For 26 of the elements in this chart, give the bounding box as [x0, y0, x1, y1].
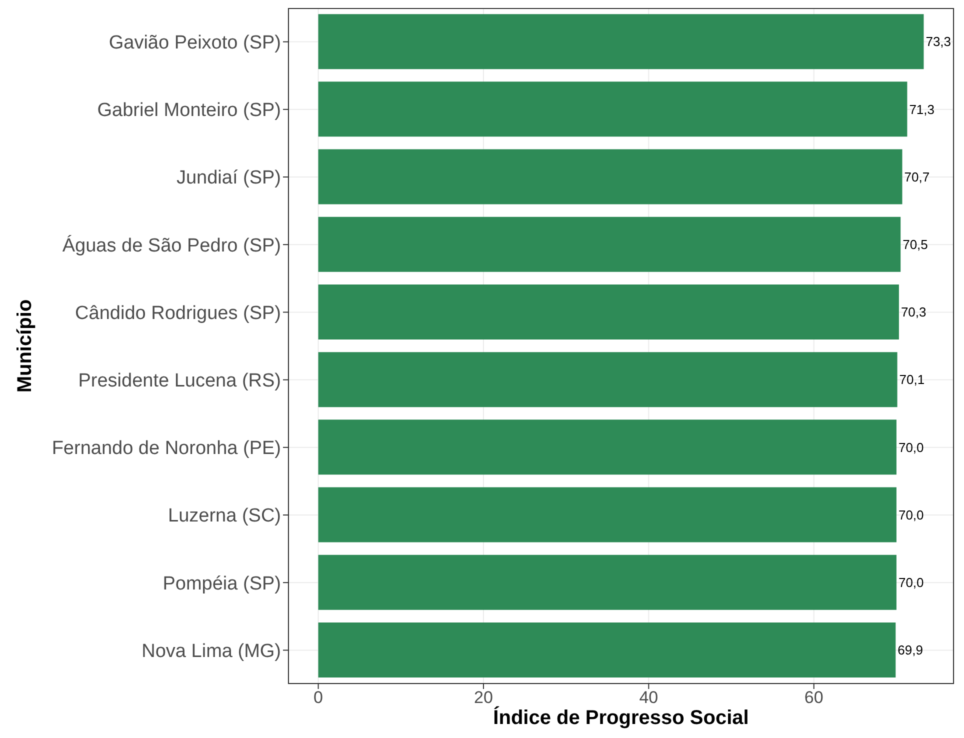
x-tick-label: 40 — [639, 688, 658, 708]
y-tick-label: Cândido Rodrigues (SP) — [75, 302, 281, 324]
data-label: 70,0 — [898, 440, 924, 455]
x-tick-label: 20 — [474, 688, 493, 708]
data-label: 71,3 — [909, 102, 935, 117]
data-label: 70,7 — [904, 169, 930, 184]
data-label: 70,0 — [898, 507, 924, 522]
data-label: 69,9 — [898, 642, 923, 658]
x-tick-label: 0 — [314, 688, 324, 708]
x-axis-title: Índice de Progresso Social — [493, 706, 749, 729]
x-tick-label: 60 — [804, 688, 824, 708]
y-tick-label: Gavião Peixoto (SP) — [108, 32, 281, 54]
y-tick-label: Luzerna (SC) — [168, 506, 281, 527]
y-tick-label: Fernando de Noronha (PE) — [52, 438, 281, 460]
y-tick-label: Jundiaí (SP) — [176, 168, 281, 189]
y-axis-title: Município — [14, 299, 36, 393]
data-label: 70,0 — [898, 575, 924, 590]
y-tick-label: Presidente Lucena (RS) — [78, 370, 281, 392]
y-tick-label: Águas de São Pedro (SP) — [62, 234, 281, 256]
y-tick-label: Gabriel Monteiro (SP) — [97, 100, 281, 122]
y-tick-label: Pompéia (SP) — [162, 573, 281, 594]
data-label: 73,3 — [926, 34, 952, 50]
y-tick-label: Nova Lima (MG) — [142, 640, 281, 662]
data-label: 70,1 — [899, 372, 925, 388]
data-label: 70,5 — [902, 237, 928, 252]
data-label: 70,3 — [900, 304, 926, 320]
